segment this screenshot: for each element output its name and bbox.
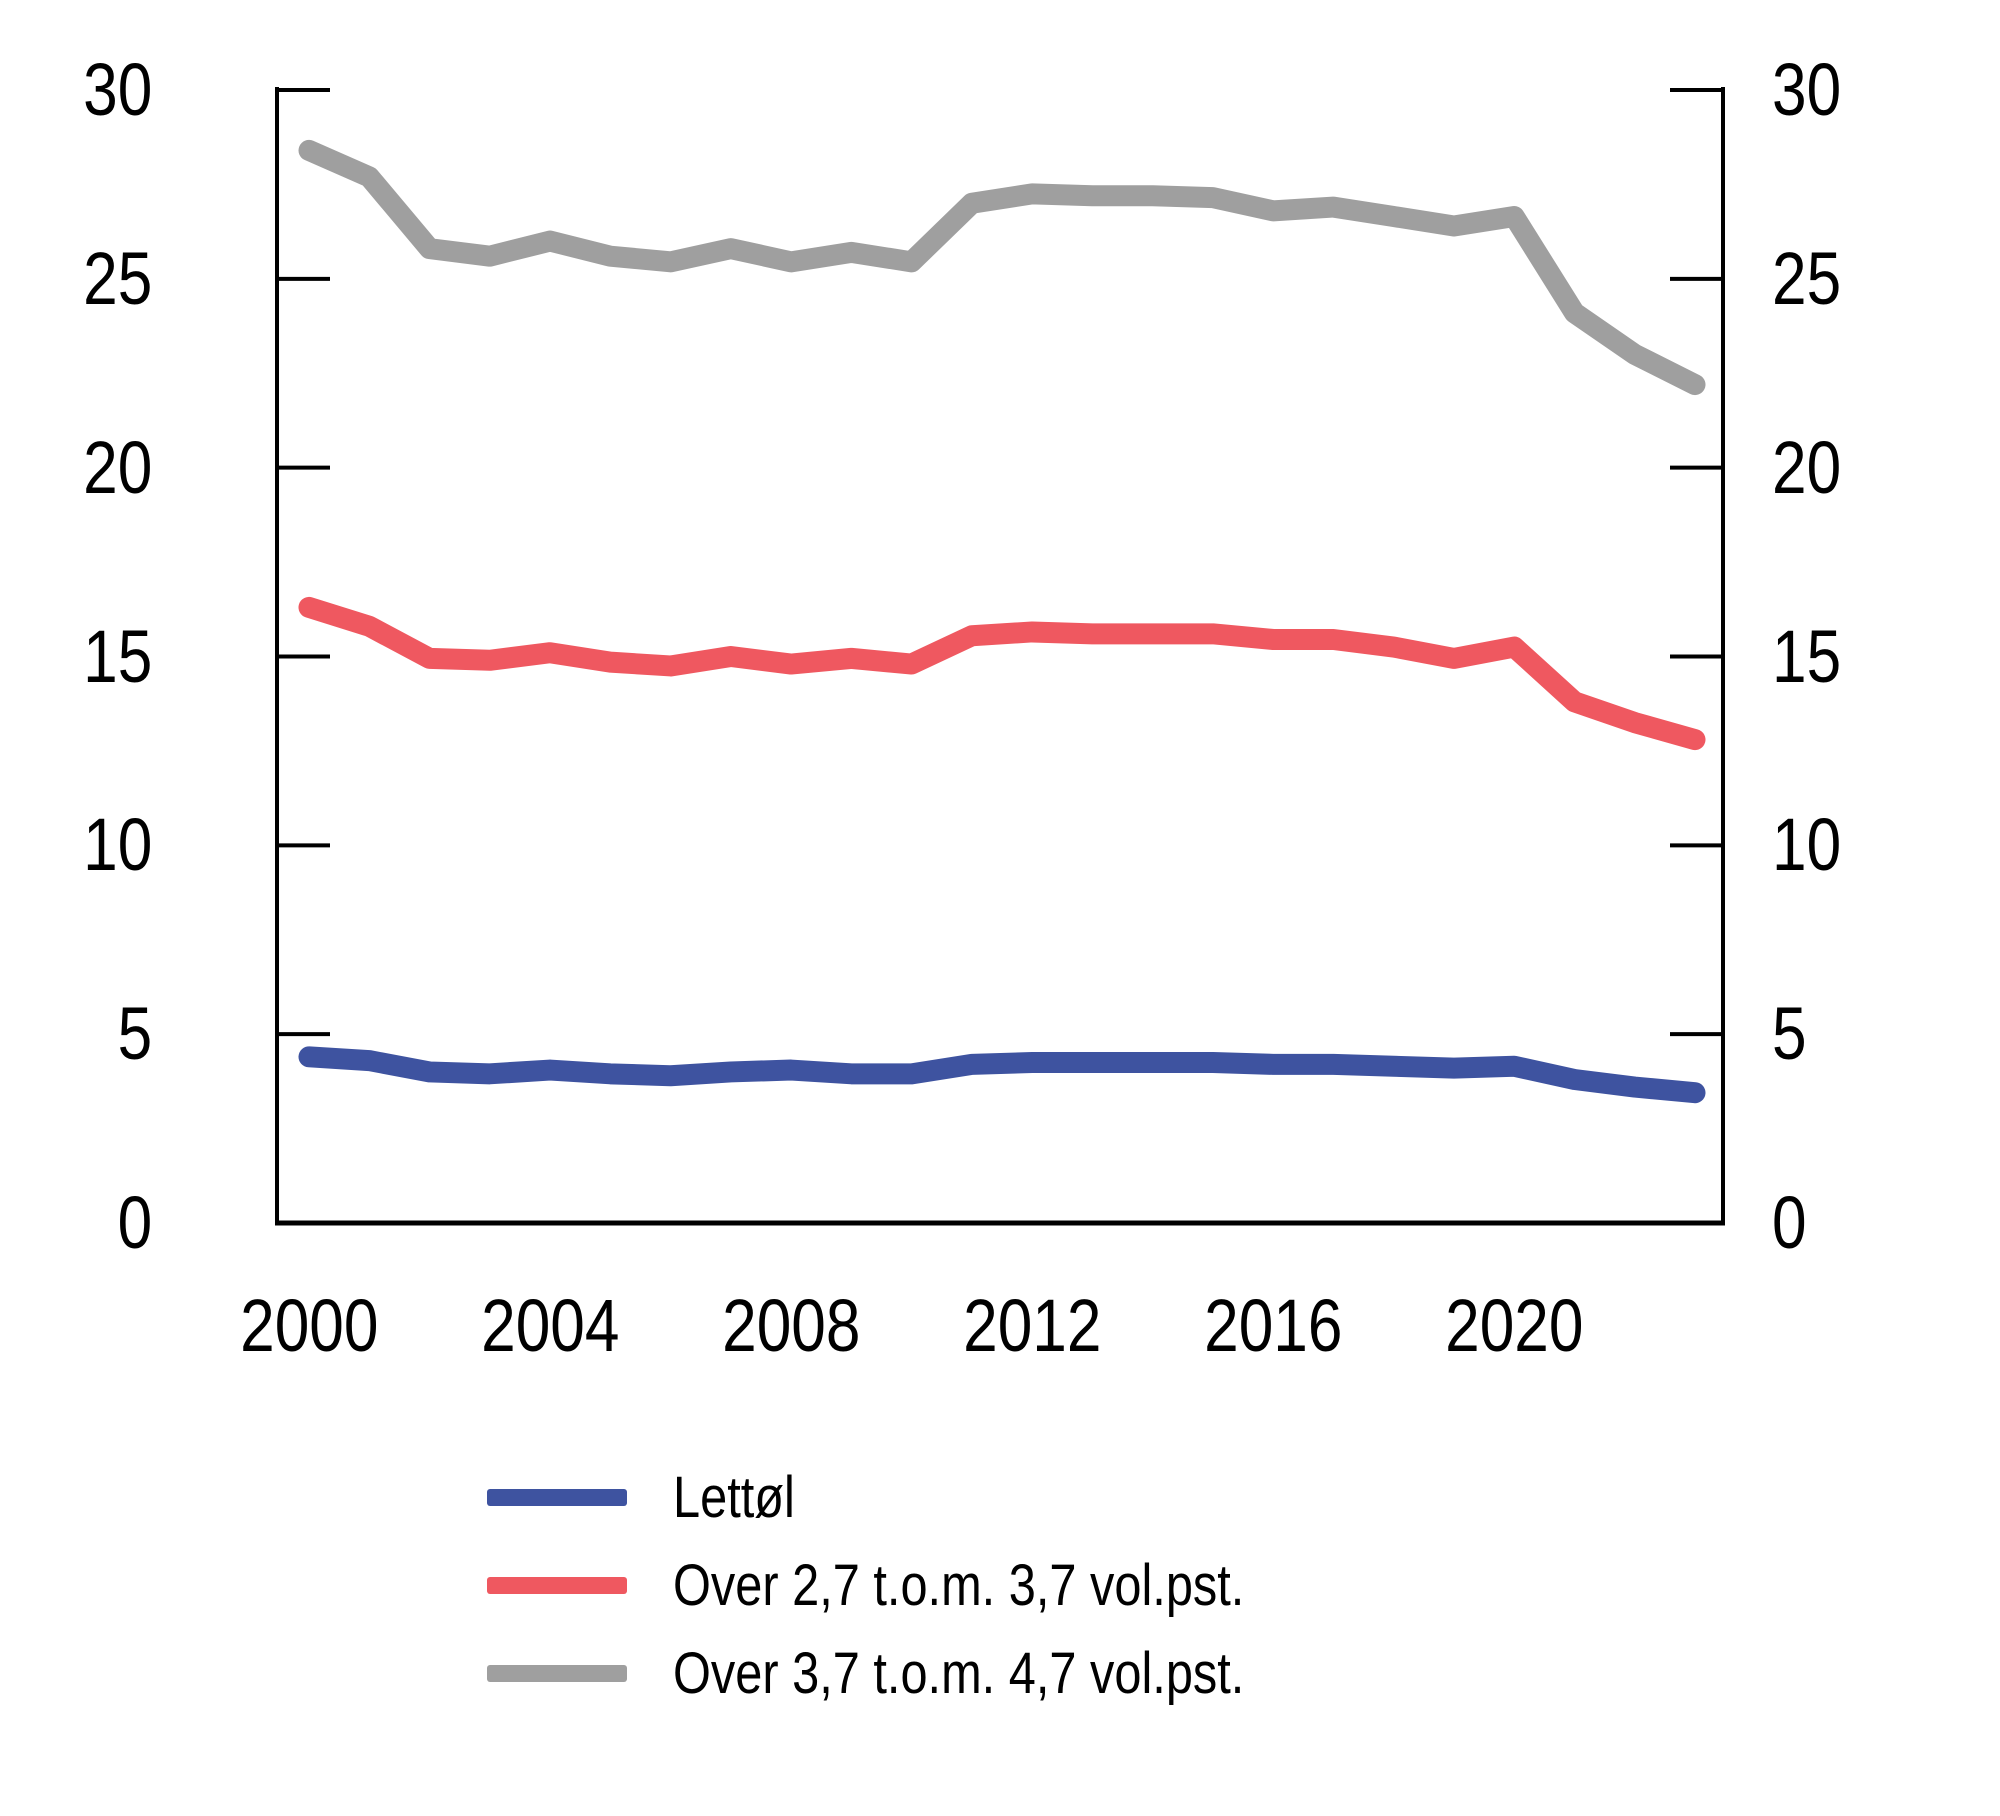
y-tick-label-right-15: 15 xyxy=(1772,614,1842,698)
y-tick-label-right-25: 25 xyxy=(1772,236,1842,320)
y-tick-label-left-20: 20 xyxy=(82,425,152,509)
y-tick-label-left-5: 5 xyxy=(117,992,152,1076)
y-tick-label-right-20: 20 xyxy=(1772,425,1842,509)
y-tick-label-right-0: 0 xyxy=(1772,1181,1807,1264)
legend-label-lettol: Lettøl xyxy=(673,1464,795,1530)
y-tick-label-left-30: 30 xyxy=(82,48,152,131)
legend-swatch-lettol xyxy=(487,1488,627,1506)
x-tick-label-2012: 2012 xyxy=(962,1284,1102,1367)
series-line-0 xyxy=(298,1046,1706,1104)
x-tick-label-2008: 2008 xyxy=(721,1284,861,1367)
legend-item-over-2-7: Over 2,7 t.o.m. 3,7 vol.pst. xyxy=(487,1545,1353,1625)
y-tick-label-right-10: 10 xyxy=(1772,803,1842,887)
y-tick-label-left-10: 10 xyxy=(82,803,152,887)
series-line-2 xyxy=(298,139,1706,396)
y-tick-label-left-15: 15 xyxy=(82,614,152,698)
x-tick-label-2000: 2000 xyxy=(239,1284,379,1367)
y-tick-label-right-5: 5 xyxy=(1772,992,1807,1076)
x-tick-label-2016: 2016 xyxy=(1204,1284,1343,1367)
y-tick-label-right-30: 30 xyxy=(1772,48,1842,131)
legend-item-lettol: Lettøl xyxy=(487,1457,818,1537)
legend-item-over-3-7: Over 3,7 t.o.m. 4,7 vol.pst. xyxy=(487,1633,1353,1713)
series-line-1 xyxy=(298,596,1706,751)
y-tick-label-left-25: 25 xyxy=(82,236,152,320)
y-tick-label-left-0: 0 xyxy=(117,1181,152,1264)
legend-swatch-over-2-7 xyxy=(487,1576,627,1594)
legend-swatch-over-3-7 xyxy=(487,1664,627,1682)
legend-label-over-2-7: Over 2,7 t.o.m. 3,7 vol.pst. xyxy=(673,1552,1245,1618)
x-tick-label-2004: 2004 xyxy=(480,1284,620,1367)
x-tick-label-2020: 2020 xyxy=(1445,1284,1584,1367)
legend-label-over-3-7: Over 3,7 t.o.m. 4,7 vol.pst. xyxy=(673,1640,1245,1706)
